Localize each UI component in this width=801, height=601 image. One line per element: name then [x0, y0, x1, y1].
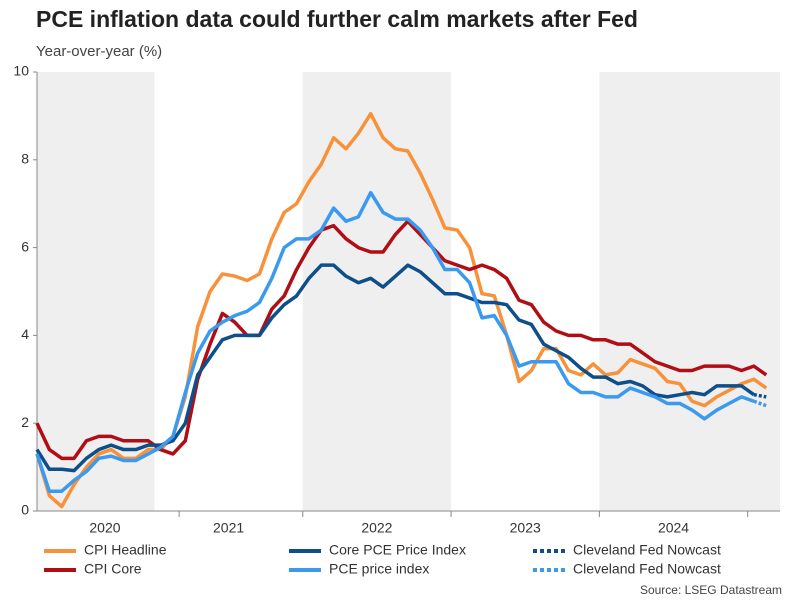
legend-item: CPI Headline — [44, 542, 167, 558]
year-band — [599, 72, 780, 511]
legend-label: Cleveland Fed Nowcast — [573, 561, 721, 577]
source-note: Source: LSEG Datastream — [640, 583, 782, 597]
chart-title: PCE inflation data could further calm ma… — [36, 6, 638, 32]
y-tick-label: 10 — [13, 63, 29, 79]
legend-label: CPI Core — [84, 561, 142, 577]
legend-label: Core PCE Price Index — [329, 542, 466, 558]
legend-item: Cleveland Fed Nowcast — [533, 542, 721, 558]
legend-item: CPI Core — [44, 561, 142, 577]
series-line — [35, 190, 755, 493]
x-tick-label: 2024 — [658, 520, 689, 536]
year-band — [302, 72, 452, 511]
legend-item: Core PCE Price Index — [289, 542, 466, 558]
x-tick-label: 2021 — [213, 520, 244, 536]
legend-label: CPI Headline — [84, 542, 167, 558]
series-line — [753, 392, 767, 399]
y-tick-label: 6 — [21, 238, 29, 254]
series-line — [35, 263, 755, 473]
y-tick-label: 4 — [21, 326, 29, 342]
x-tick-label: 2022 — [361, 520, 392, 536]
chart-subtitle: Year-over-year (%) — [36, 43, 162, 60]
series-line — [753, 399, 767, 408]
y-tick-label: 2 — [21, 414, 29, 430]
y-tick-label: 0 — [21, 502, 29, 518]
year-band — [37, 72, 155, 511]
x-tick-label: 2023 — [510, 520, 541, 536]
legend-item: Cleveland Fed Nowcast — [533, 561, 721, 577]
legend-label: PCE price index — [329, 561, 429, 577]
y-tick-label: 8 — [21, 151, 29, 167]
x-tick-label: 2020 — [89, 520, 120, 536]
legend-label: Cleveland Fed Nowcast — [573, 542, 721, 558]
legend-item: PCE price index — [289, 561, 429, 577]
